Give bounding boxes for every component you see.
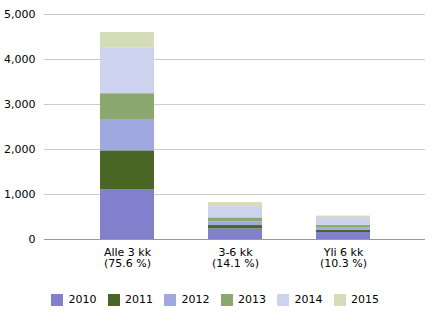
html-text:2012: 2012	[181, 293, 210, 306]
svg-text:2,000: 2,000	[4, 143, 36, 156]
svg-text:5,000: 5,000	[4, 8, 36, 21]
html-text:2010: 2010	[68, 293, 97, 306]
html-text:2011: 2011	[125, 293, 153, 306]
svg-text:Alle 3 kk(75.6 %): Alle 3 kk(75.6 %)	[104, 246, 152, 270]
svg-text:3-6 kk(14.1 %): 3-6 kk(14.1 %)	[212, 246, 259, 270]
html-text:2013: 2013	[238, 293, 266, 306]
html-text:2014: 2014	[294, 293, 323, 306]
svg-text:1,000: 1,000	[4, 188, 36, 201]
svg-text:0: 0	[29, 233, 36, 246]
svg-text:4,000: 4,000	[4, 53, 36, 66]
html-text:2015: 2015	[351, 293, 379, 306]
svg-text:Yli 6 kk(10.3 %): Yli 6 kk(10.3 %)	[320, 246, 367, 270]
svg-text:3,000: 3,000	[4, 98, 36, 111]
